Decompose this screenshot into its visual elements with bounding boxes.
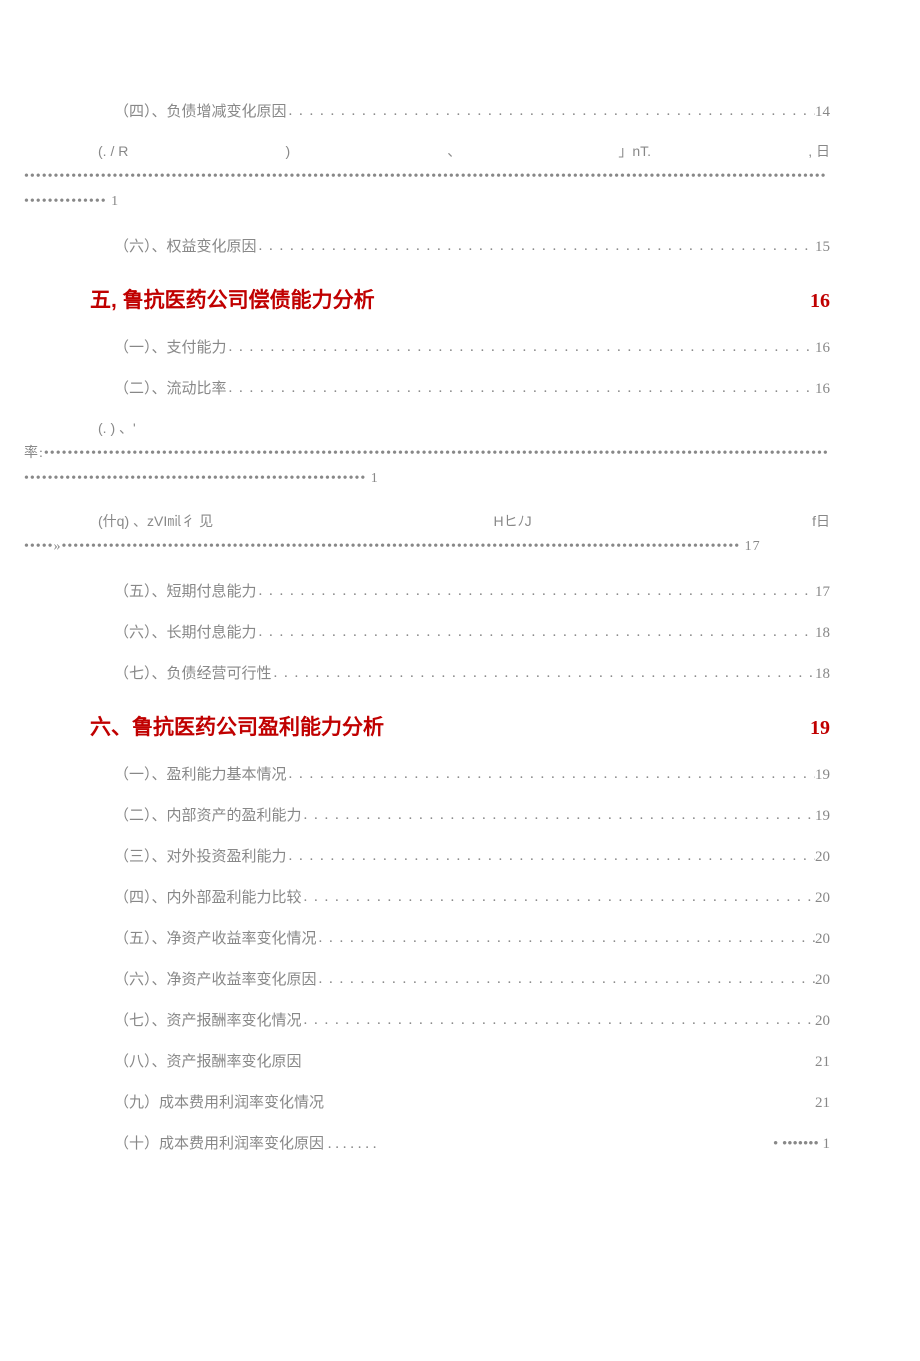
toc-item-page: 20 [815, 1013, 830, 1030]
toc-heading-page: 16 [810, 290, 830, 313]
toc-item-page: 15 [815, 239, 830, 256]
table-of-contents: （四）、负债增减变化原因. . . . . . . . . . . . . . … [90, 100, 830, 1153]
toc-item-leader: . . . . . . . . . . . . . . . . . . . . … [272, 665, 815, 682]
toc-heading: 五, 鲁抗医药公司偿债能力分析 16 [90, 284, 830, 314]
toc-item: （一）、支付能力. . . . . . . . . . . . . . . . … [90, 336, 830, 357]
toc-garbled-fragment: 」nT. [618, 139, 651, 164]
toc-garbled-fragment: ) [285, 139, 290, 164]
toc-item-garbled: (. ) 、'率:•••••••••••••••••••••••••••••••… [90, 416, 830, 492]
toc-item-title: （三）、对外投资盈利能力 [114, 845, 287, 866]
toc-item-garbled: (. / R)、」nT., 日•••••••••••••••••••••••••… [90, 139, 830, 215]
toc-item-leader: . . . . . . . . . . . . . . . . . . . . … [257, 583, 815, 600]
toc-item-page: 17 [815, 584, 830, 601]
toc-item: （十）成本费用利润率变化原因 . . . . . . . • ••••••• 1 [90, 1132, 830, 1153]
toc-garbled-row2: ••••••••••••••••••••••••••••••••••••••••… [24, 164, 830, 214]
toc-garbled-fragment: (. / R [98, 139, 128, 164]
toc-item-title: （四）、内外部盈利能力比较 [114, 886, 302, 907]
toc-item: （二）、流动比率. . . . . . . . . . . . . . . . … [90, 377, 830, 398]
toc-item-page: 20 [815, 931, 830, 948]
toc-item-leader: . . . . . . . . . . . . . . . . . . . . … [287, 103, 815, 120]
toc-garbled-row1: (什q) 、zVI㏕彳 见 HヒﾉJ f日 [98, 509, 830, 534]
toc-item: （八）、资产报酬率变化原因 21 [90, 1050, 830, 1071]
toc-item-title: （七）、资产报酬率变化情况 [114, 1009, 302, 1030]
toc-garbled-fragment: (. ) 、' [98, 416, 136, 441]
toc-garbled-fragment: f日 [812, 509, 830, 534]
toc-item: （二）、内部资产的盈利能力. . . . . . . . . . . . . .… [90, 804, 830, 825]
toc-item-leader: . . . . . . . . . . . . . . . . . . . . … [257, 624, 815, 641]
toc-item: （六）、净资产收益率变化原因 . . . . . . . . . . . . .… [90, 968, 830, 989]
toc-item: （一）、盈利能力基本情况. . . . . . . . . . . . . . … [90, 763, 830, 784]
toc-item: （七）、资产报酬率变化情况 . . . . . . . . . . . . . … [90, 1009, 830, 1030]
toc-item-page: 19 [815, 767, 830, 784]
toc-item-title: （六）、长期付息能力 [114, 621, 257, 642]
toc-item-page: 20 [815, 890, 830, 907]
toc-item-title: （六）、净资产收益率变化原因 [114, 968, 317, 989]
toc-item-title: （五）、净资产收益率变化情况 [114, 927, 317, 948]
toc-item: （五）、短期付息能力 . . . . . . . . . . . . . . .… [90, 580, 830, 601]
toc-item-leader: . . . . . . . . . . . . . . . . . . . . … [287, 848, 815, 865]
toc-item-title: （八）、资产报酬率变化原因 [114, 1050, 302, 1071]
toc-item-leader: . . . . . . . . . . . . . . . . . . . . … [257, 238, 815, 255]
toc-item-garbled: (什q) 、zVI㏕彳 见HヒﾉJf日•••••»•••••••••••••••… [90, 509, 830, 559]
toc-item-leader: . . . . . . . . . . . . . . . . . . . . … [287, 766, 815, 783]
toc-item-page: 19 [815, 808, 830, 825]
toc-garbled-row1: (. / R) 、 」nT. , 日 [98, 139, 830, 164]
toc-item: （五）、净资产收益率变化情况 . . . . . . . . . . . . .… [90, 927, 830, 948]
toc-heading-title: 五, 鲁抗医药公司偿债能力分析 [90, 284, 375, 314]
toc-item: （六）、权益变化原因. . . . . . . . . . . . . . . … [90, 235, 830, 256]
toc-item-title: （二）、内部资产的盈利能力 [114, 804, 302, 825]
toc-item-leader: . . . . . . . . . . . . . . . . . . . . … [227, 339, 815, 356]
toc-item-page: 16 [815, 381, 830, 398]
toc-garbled-fragment: 、 [447, 139, 461, 164]
toc-item-title: （一）、盈利能力基本情况 [114, 763, 287, 784]
toc-item: （七）、负债经营可行性 . . . . . . . . . . . . . . … [90, 662, 830, 683]
toc-item: （六）、长期付息能力 . . . . . . . . . . . . . . .… [90, 621, 830, 642]
toc-item-page: 18 [815, 666, 830, 683]
toc-item-page: 20 [815, 972, 830, 989]
toc-garbled-fragment: (什q) 、zVI㏕彳 见 [98, 509, 213, 534]
toc-item-title: （二）、流动比率 [114, 377, 227, 398]
toc-item: （四）、内外部盈利能力比较 . . . . . . . . . . . . . … [90, 886, 830, 907]
toc-item-title: （九）成本费用利润率变化情况 [114, 1091, 324, 1112]
toc-garbled-fragment: HヒﾉJ [494, 509, 532, 534]
toc-item-leader: . . . . . . . . . . . . . . . . . . . . … [302, 889, 815, 906]
toc-item: （三）、对外投资盈利能力. . . . . . . . . . . . . . … [90, 845, 830, 866]
toc-garbled-row2: 率:••••••••••••••••••••••••••••••••••••••… [24, 441, 830, 491]
toc-item-leader: . . . . . . . . . . . . . . . . . . . . … [317, 971, 815, 988]
toc-item-title: （四）、负债增减变化原因 [114, 100, 287, 121]
toc-heading: 六、鲁抗医药公司盈利能力分析 19 [90, 711, 830, 741]
toc-item-title: （七）、负债经营可行性 [114, 662, 272, 683]
toc-item-title: （五）、短期付息能力 [114, 580, 257, 601]
toc-item-leader: . . . . . . . . . . . . . . . . . . . . … [317, 930, 815, 947]
toc-item: （九）成本费用利润率变化情况 21 [90, 1091, 830, 1112]
toc-heading-page: 19 [810, 717, 830, 740]
toc-garbled-row1: (. ) 、' [98, 416, 830, 441]
toc-item-title: （一）、支付能力 [114, 336, 227, 357]
toc-garbled-fragment: , 日 [808, 139, 830, 164]
toc-item-title: （十）成本费用利润率变化原因 . . . . . . . [114, 1132, 377, 1153]
toc-item-page: 16 [815, 340, 830, 357]
toc-garbled-row2: •••••»••••••••••••••••••••••••••••••••••… [24, 534, 830, 559]
toc-item-title: （六）、权益变化原因 [114, 235, 257, 256]
toc-item-page: 18 [815, 625, 830, 642]
toc-item-page: 20 [815, 849, 830, 866]
toc-item-page: 14 [815, 104, 830, 121]
toc-item-leader: . . . . . . . . . . . . . . . . . . . . … [302, 807, 815, 824]
toc-item-leader: . . . . . . . . . . . . . . . . . . . . … [302, 1012, 815, 1029]
toc-heading-title: 六、鲁抗医药公司盈利能力分析 [90, 711, 384, 741]
toc-item: （四）、负债增减变化原因. . . . . . . . . . . . . . … [90, 100, 830, 121]
toc-item-page: • ••••••• 1 [773, 1136, 830, 1153]
toc-item-page: 21 [815, 1054, 830, 1071]
toc-item-leader: . . . . . . . . . . . . . . . . . . . . … [227, 380, 815, 397]
toc-item-page: 21 [815, 1095, 830, 1112]
